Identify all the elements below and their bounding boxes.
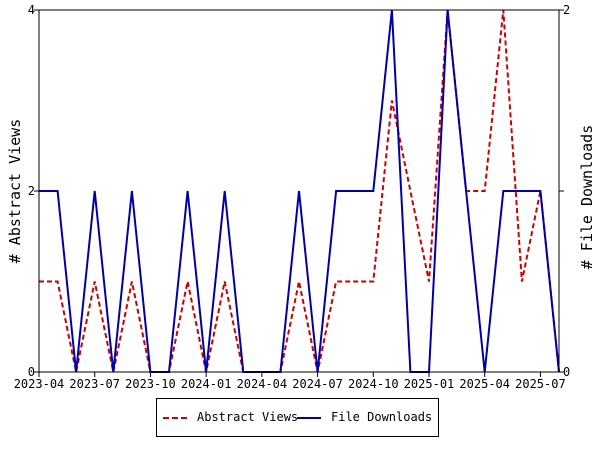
left-y-axis-title: # Abstract Views bbox=[6, 119, 24, 264]
legend-label-file-downloads: File Downloads bbox=[331, 410, 433, 424]
x-axis: 2023-04 2023-07 2023-10 2024-01 2024-04 2024-… bbox=[14, 372, 566, 391]
x-tick-label: 2024-04 bbox=[237, 377, 288, 391]
right-y-tick-label: 2 bbox=[563, 3, 570, 17]
right-y-axis: 02 bbox=[559, 3, 570, 379]
legend: Abstract Views File Downloads bbox=[156, 398, 439, 437]
left-y-tick-label: 2 bbox=[28, 184, 35, 198]
x-tick-label: 2024-10 bbox=[348, 377, 399, 391]
legend-swatch-abstract-views bbox=[163, 417, 187, 419]
x-tick-label: 2024-07 bbox=[292, 377, 343, 391]
x-tick-label: 2023-07 bbox=[69, 377, 120, 391]
x-tick-label: 2025-04 bbox=[459, 377, 510, 391]
x-tick-label: 2023-10 bbox=[125, 377, 176, 391]
x-tick-label: 2025-01 bbox=[404, 377, 455, 391]
right-y-tick-label: 0 bbox=[563, 365, 570, 379]
left-y-tick-label: 0 bbox=[28, 365, 35, 379]
legend-swatch-file-downloads bbox=[297, 417, 321, 419]
left-y-axis: 0 2 4 bbox=[28, 3, 39, 379]
plot-lines bbox=[39, 9, 560, 373]
series-line-file-downloads bbox=[39, 9, 560, 373]
x-tick-label: 2023-04 bbox=[14, 377, 65, 391]
left-y-tick-label: 4 bbox=[28, 3, 35, 17]
x-tick-label: 2024-01 bbox=[181, 377, 232, 391]
legend-label-abstract-views: Abstract Views bbox=[197, 410, 299, 424]
right-y-axis-title: # File Downloads bbox=[578, 125, 596, 270]
x-tick-label: 2025-07 bbox=[515, 377, 566, 391]
